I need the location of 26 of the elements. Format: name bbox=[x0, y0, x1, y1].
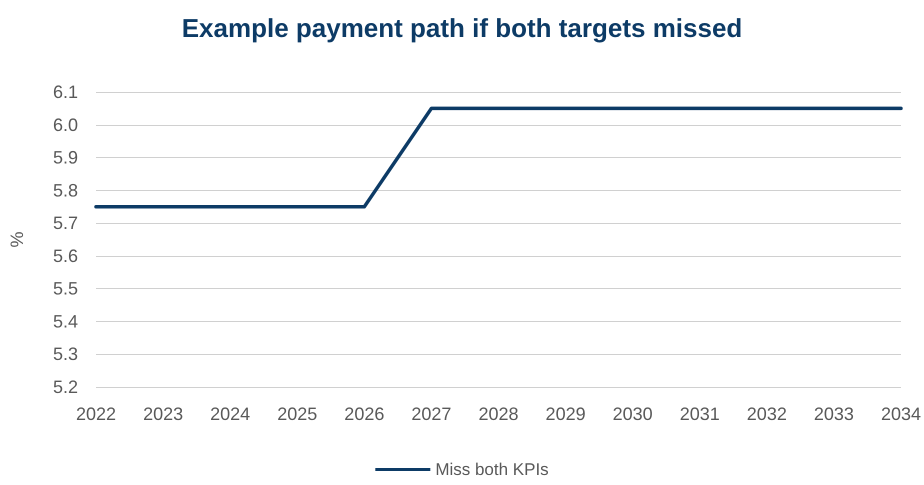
y-tick-label: 5.6 bbox=[52, 246, 78, 266]
y-tick-label: 5.2 bbox=[52, 377, 78, 397]
x-tick-label: 2032 bbox=[746, 404, 787, 424]
y-tick-label: 6.1 bbox=[52, 82, 78, 102]
x-tick-label: 2024 bbox=[210, 404, 250, 424]
chart-title: Example payment path if both targets missed bbox=[182, 13, 742, 43]
x-tick-label: 2026 bbox=[344, 404, 384, 424]
x-tick-label: 2027 bbox=[411, 404, 452, 424]
x-tick-label: 2022 bbox=[76, 404, 116, 424]
y-tick-label: 5.3 bbox=[52, 344, 78, 364]
y-tick-label: 5.8 bbox=[52, 180, 78, 200]
x-tick-label: 2029 bbox=[546, 404, 586, 424]
y-tick-label: 5.7 bbox=[52, 213, 78, 234]
x-tick-label: 2030 bbox=[612, 404, 653, 424]
y-tick-label: 6.0 bbox=[52, 114, 78, 135]
y-tick-label: 5.5 bbox=[52, 278, 78, 299]
legend-label: Miss both KPIs bbox=[435, 460, 549, 479]
x-tick-label: 2025 bbox=[277, 404, 318, 424]
x-tick-label: 2033 bbox=[814, 404, 854, 424]
y-tick-label: 5.4 bbox=[52, 311, 78, 332]
x-tick-label: 2031 bbox=[680, 404, 720, 424]
y-axis-title: % bbox=[7, 231, 27, 248]
x-tick-label: 2028 bbox=[478, 404, 519, 424]
y-tick-label: 5.9 bbox=[52, 148, 78, 168]
x-tick-label: 2023 bbox=[143, 404, 184, 424]
x-tick-label: 2034 bbox=[880, 404, 921, 424]
